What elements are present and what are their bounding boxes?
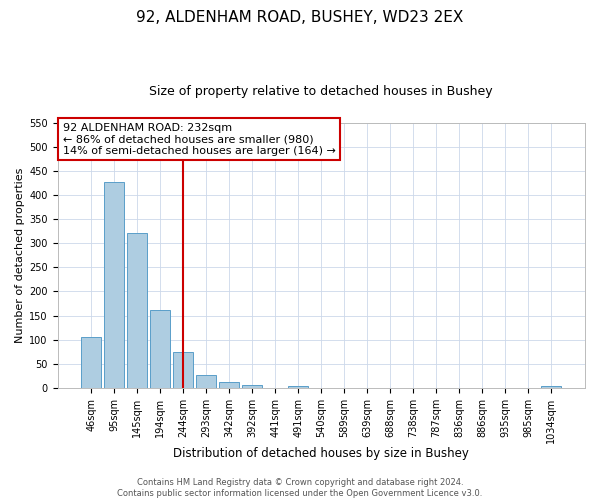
Text: 92, ALDENHAM ROAD, BUSHEY, WD23 2EX: 92, ALDENHAM ROAD, BUSHEY, WD23 2EX — [136, 10, 464, 25]
Y-axis label: Number of detached properties: Number of detached properties — [15, 168, 25, 343]
Bar — [220, 382, 239, 388]
Text: 92 ALDENHAM ROAD: 232sqm
← 86% of detached houses are smaller (980)
14% of semi-: 92 ALDENHAM ROAD: 232sqm ← 86% of detach… — [63, 123, 335, 156]
Bar — [289, 386, 308, 388]
Bar — [173, 352, 193, 388]
Bar — [541, 386, 561, 388]
Bar — [242, 386, 262, 388]
Text: Contains HM Land Registry data © Crown copyright and database right 2024.
Contai: Contains HM Land Registry data © Crown c… — [118, 478, 482, 498]
Bar — [82, 338, 101, 388]
X-axis label: Distribution of detached houses by size in Bushey: Distribution of detached houses by size … — [173, 447, 469, 460]
Bar — [127, 233, 147, 388]
Title: Size of property relative to detached houses in Bushey: Size of property relative to detached ho… — [149, 85, 493, 98]
Bar — [104, 182, 124, 388]
Bar — [196, 375, 216, 388]
Bar — [151, 310, 170, 388]
